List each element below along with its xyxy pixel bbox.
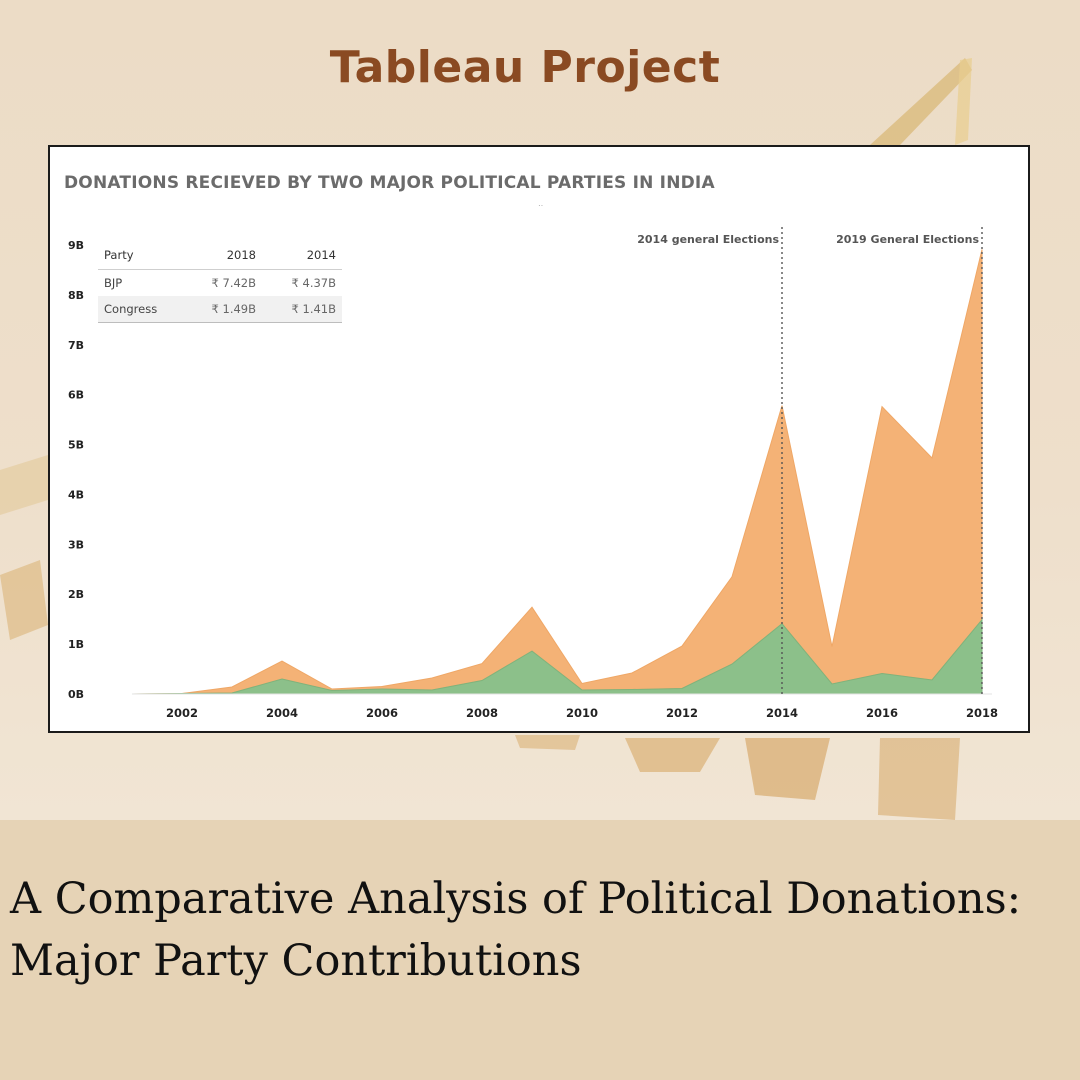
x-tick-label: 2018 (966, 706, 998, 720)
summary-table: Party 2018 2014 BJP ₹ 7.42B ₹ 4.37B Cong… (98, 241, 342, 323)
y-tick-label: 6B (68, 389, 84, 402)
summary-table-header: Party 2018 2014 (98, 241, 342, 270)
header-2014: 2014 (306, 248, 336, 262)
decorative-gold-bars (0, 58, 972, 820)
x-tick-label: 2006 (366, 706, 398, 720)
annotation-label: 2014 general Elections (637, 233, 779, 246)
y-tick-label: 5B (68, 439, 84, 452)
tableau-drag-handle: ·· (538, 201, 544, 210)
party-name: BJP (104, 276, 123, 290)
table-row-bjp: BJP ₹ 7.42B ₹ 4.37B (98, 270, 342, 297)
y-tick-label: 2B (68, 588, 84, 601)
page-title: Tableau Project (329, 42, 721, 93)
party-name: Congress (104, 302, 158, 316)
value-2014: ₹ 1.41B (291, 302, 336, 316)
y-tick-label: 7B (68, 339, 84, 352)
y-tick-label: 0B (68, 688, 84, 701)
x-tick-label: 2012 (666, 706, 698, 720)
y-tick-label: 3B (68, 538, 84, 551)
y-tick-label: 9B (68, 239, 84, 252)
x-tick-label: 2016 (866, 706, 898, 720)
background-lower-band (0, 820, 1080, 1080)
y-tick-label: 4B (68, 488, 84, 501)
chart-card: DONATIONS RECIEVED BY TWO MAJOR POLITICA… (48, 145, 1030, 733)
value-2018: ₹ 1.49B (211, 302, 256, 316)
header-2018: 2018 (226, 248, 256, 262)
page-subtitle: A Comparative Analysis of Political Dona… (10, 874, 1022, 986)
chart-title: DONATIONS RECIEVED BY TWO MAJOR POLITICA… (64, 173, 715, 193)
series-area-congress (131, 618, 983, 695)
value-2014: ₹ 4.37B (291, 276, 336, 290)
annotation-label: 2019 General Elections (836, 233, 979, 246)
y-tick-label: 8B (68, 289, 84, 302)
x-tick-label: 2014 (766, 706, 798, 720)
y-tick-label: 1B (68, 638, 84, 651)
x-tick-label: 2008 (466, 706, 498, 720)
value-2018: ₹ 7.42B (211, 276, 256, 290)
x-tick-label: 2004 (266, 706, 298, 720)
x-tick-label: 2010 (566, 706, 598, 720)
header-party: Party (104, 248, 134, 262)
x-tick-label: 2002 (166, 706, 198, 720)
area-chart: 0B 1B 2B 3B 4B 5B 6B 7B 8B 9B 2002 2004 2006 2008 2010… (68, 227, 998, 720)
table-row-congress: Congress ₹ 1.49B ₹ 1.41B (98, 296, 342, 323)
